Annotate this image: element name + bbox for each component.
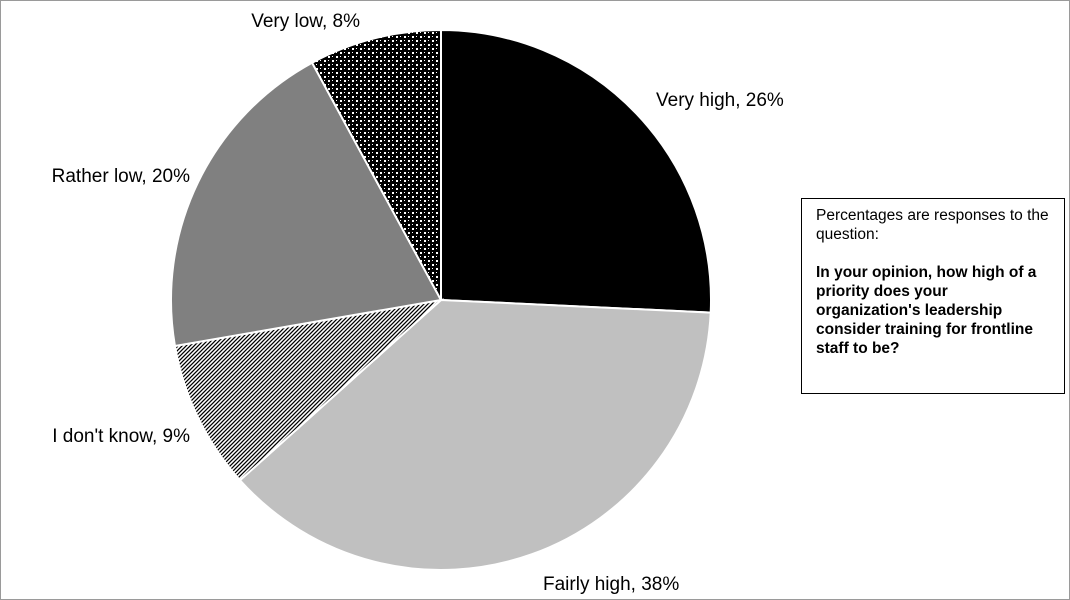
pie-slice-very-high <box>440 28 713 314</box>
pie-slice-very-low <box>310 28 442 301</box>
slice-label-very-low: Very low, 8% <box>251 11 360 32</box>
slice-label-rather-low: Rather low, 20% <box>52 166 190 187</box>
pie-slice-rather-low <box>170 61 443 348</box>
pie-slice-fairly-high <box>238 298 712 571</box>
slice-label-fairly-high: Fairly high, 38% <box>543 574 679 595</box>
note-question-text: In your opinion, how high of a priority … <box>816 264 1037 357</box>
question-note-box: Percentages are responses to the questio… <box>801 198 1065 394</box>
slice-label-i-don-t-know: I don't know, 9% <box>52 426 190 447</box>
note-intro-text: Percentages are responses to the questio… <box>816 207 1049 243</box>
slice-label-very-high: Very high, 26% <box>656 90 784 111</box>
pie-slice-i-don-t-know <box>173 298 445 482</box>
